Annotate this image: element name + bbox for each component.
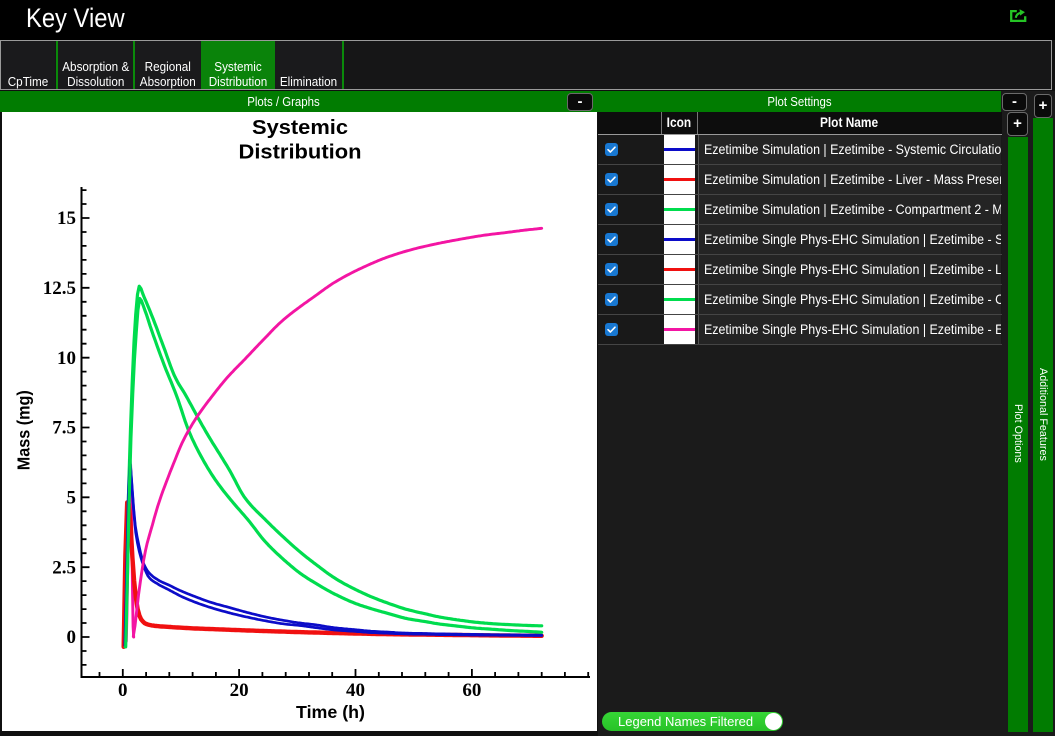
svg-text:Time (h): Time (h) — [296, 702, 365, 722]
svg-text:Mass (mg): Mass (mg) — [14, 390, 34, 470]
svg-text:7.5: 7.5 — [52, 418, 76, 439]
svg-text:Systemic: Systemic — [252, 117, 348, 139]
svg-text:Distribution: Distribution — [239, 141, 362, 163]
svg-text:0: 0 — [118, 680, 128, 701]
svg-text:0: 0 — [67, 627, 77, 648]
svg-text:60: 60 — [462, 680, 481, 701]
svg-text:10: 10 — [57, 348, 76, 369]
svg-text:2.5: 2.5 — [52, 557, 76, 578]
svg-text:12.5: 12.5 — [43, 278, 76, 299]
svg-text:40: 40 — [346, 680, 365, 701]
svg-text:20: 20 — [230, 680, 249, 701]
svg-text:15: 15 — [57, 208, 76, 229]
svg-text:5: 5 — [67, 488, 77, 509]
